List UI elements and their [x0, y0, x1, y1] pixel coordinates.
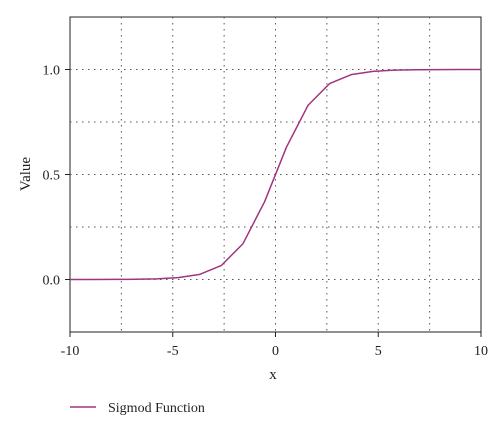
- series-layer: [69, 68, 482, 281]
- legend-label: Sigmod Function: [108, 401, 205, 416]
- y-axis-label: Value: [18, 157, 34, 191]
- y-tick-label: 1.0: [43, 64, 61, 79]
- x-tick-label: -5: [167, 344, 179, 359]
- y-tick-label: 0.0: [43, 274, 61, 289]
- x-tick-label: 5: [375, 344, 382, 359]
- x-axis-label: x: [269, 367, 277, 383]
- y-tick-label: 0.5: [43, 169, 61, 184]
- x-tick-label: 0: [272, 344, 279, 359]
- x-tick-label: 10: [474, 344, 488, 359]
- series-line-sigmoid: [69, 68, 482, 281]
- legend: Sigmod Function: [70, 401, 205, 416]
- x-tick-label: -10: [61, 344, 80, 359]
- axis-ticks: -10 -5 0 5 10 0.0 0.5 1.0: [43, 64, 489, 360]
